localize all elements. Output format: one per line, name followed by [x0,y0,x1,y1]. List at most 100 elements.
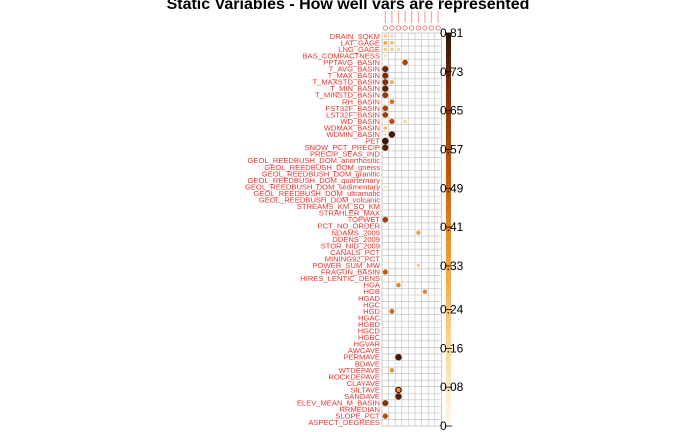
row-label: WDMIN_BASIN [326,130,380,139]
colorbar-tick-label: 0.08 [440,380,464,394]
heatmap-cell [383,34,388,38]
row-label: FST32F_BASIN [326,104,380,113]
row-label: CLAYAVE [347,379,380,388]
heatmap-cell [416,263,421,268]
heatmap-cell [389,80,394,85]
heatmap-cell [382,92,389,99]
heatmap-cell [422,289,428,294]
heatmap-cells [382,34,428,419]
heatmap-cell [395,354,402,361]
row-label: HGAC [358,313,380,322]
column-header-mark [428,25,434,31]
row-label: HIRES_LENTIC_DENS [300,274,380,283]
column-headers [382,11,441,31]
heatmap-cell [382,269,388,275]
heatmap-cell [390,34,394,38]
heatmap-cell [390,40,394,45]
row-label: LNG_GAGE [338,45,380,54]
column-header-mark [402,25,408,31]
heatmap-cell [389,99,395,105]
row-label: PERMAVE [343,353,380,362]
row-label: STOR_NID_2009 [321,241,380,250]
heatmap-cell [416,230,421,235]
heatmap-cell [395,393,402,400]
row-label: GEOL_REEDBUSH_DOM_ultramafic [253,189,380,198]
colorbar-tick-label: 0.57 [440,142,464,156]
colorbar-tick-label: 0.41 [440,220,464,234]
row-label: HGBD [358,320,380,329]
heatmap-cell [382,105,389,112]
heatmap-cell [402,59,408,66]
heatmap-cell [382,112,389,118]
heatmap-cell [389,118,395,125]
row-label: WTDEPAVE [339,366,381,375]
column-header-mark [409,25,415,31]
colorbar-tick-label: 0 [440,419,447,432]
row-label: STRAHLER_MAX [319,209,380,218]
column-header-mark [389,25,395,31]
row-label: SANDAVE [344,392,380,401]
row-label: NDAMS_2009 [331,228,380,237]
heatmap-cell [382,216,389,223]
heatmap-cell [396,282,401,288]
row-label: SILTAVE [350,385,380,394]
heatmap-cell [403,119,407,124]
column-header-mark [422,25,428,31]
row-labels: DRAIN_SQKMLAT_GAGELNG_GAGEBAS_COMPACTNES… [245,32,381,427]
row-label: ASPECT_DEGREES [308,418,380,427]
row-label: SLOPE_PCT [335,412,380,421]
colorbar-tick-label: 0.16 [440,341,464,355]
row-label: GEOL_REEDBUSH_DOM_anorthositic [247,156,380,165]
heatmap-cell [396,47,401,51]
row-label: HGCD [358,327,381,336]
row-label: T_MINSTD_BASIN [315,91,380,100]
heatmap-cell [389,368,395,373]
heatmap-cell [383,126,388,130]
heatmap-cell [383,185,387,189]
heatmap-cell [382,400,389,407]
colorbar-tick-label: 0.73 [440,65,464,79]
colorbar-tick-label: 0.81 [440,26,464,40]
row-label: DRAIN_SQKM [330,32,380,41]
row-label: HGVAR [354,340,381,349]
heatmap-cell [388,131,396,138]
row-label: STREAMS_KM_SQ_KM [297,202,380,211]
heatmap-cell [382,72,389,79]
row-label: T_AVG_BASIN [329,65,380,74]
row-label: PCT_NO_ORDER [318,222,381,231]
colorbar: 0.81 0.73 0.65 0.57 0.49 0.41 0.33 0.24 0.16 0.08… [440,26,464,432]
row-label: AWCAVE [348,346,380,355]
row-label: TOPWET [348,215,381,224]
heatmap-cell [382,65,389,73]
row-label: WDMAX_BASIN [324,123,380,132]
heatmap-cell [389,308,395,314]
heatmap-cell [383,133,387,136]
row-label: CANALS_PCT [330,248,380,257]
row-label: GEOL_REEDBUSH_DOM_quarternary [247,176,380,185]
row-label: ELEV_MEAN_M_BASIN [297,399,380,408]
row-label: FRAGUN_BASIN [321,268,380,277]
column-header-mark [435,25,441,31]
row-label: POWER_SUM_MW [312,261,380,270]
colorbar-tick-label: 0.49 [440,181,464,195]
colorbar-gradient [446,33,451,426]
row-label: T_MIN_BASIN [330,84,380,93]
row-label: HGB [364,287,380,296]
row-label: HGA [364,281,381,290]
row-label: HGC [363,300,380,309]
colorbar-tick-label: 0.65 [440,104,464,118]
row-label: LST32F_BASIN [326,110,380,119]
column-header-mark [382,25,388,31]
row-label: T_MAX_BASIN [328,71,380,80]
heatmap-cell [383,40,388,45]
row-label: DDENS_2009 [332,235,380,244]
row-label: GEOL_REEDBUSH_DOM_sedimentary [245,182,380,191]
row-label: GEOL_REEDBUSH_DOM_gneiss [264,163,380,172]
row-label: MINING92_PCT [325,254,381,263]
row-label: LAT_GAGE [340,38,380,47]
heatmap-cell [396,387,401,393]
heatmap-cell [382,137,389,145]
row-label: HGD [363,307,380,316]
heatmap-cell [382,144,389,151]
